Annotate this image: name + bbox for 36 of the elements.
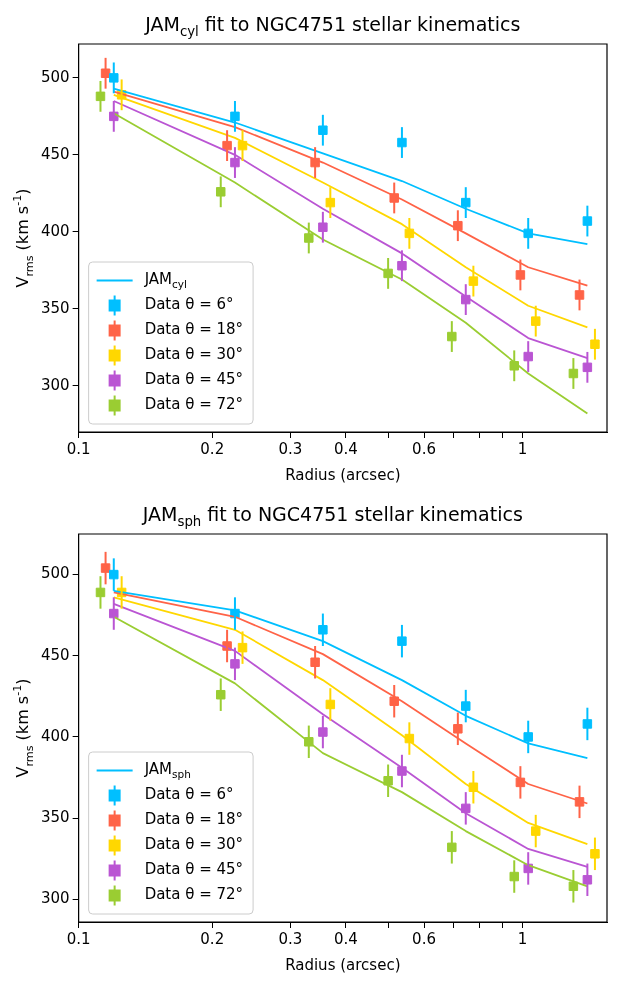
y-tick-label: 400 xyxy=(40,221,70,240)
y-tick-label: 400 xyxy=(40,726,70,745)
legend-label: Data θ = 18° xyxy=(144,320,244,339)
x-tick-label: 0.2 xyxy=(200,929,225,948)
x-tick-label: 1 xyxy=(517,439,528,458)
x-tick-label: 1 xyxy=(517,929,528,948)
x-tick-label: 0.1 xyxy=(66,439,91,458)
x-tick-label: 0.6 xyxy=(412,439,436,458)
y-axis-title: Vrms (km s-1) xyxy=(11,188,36,288)
legend-label: Data θ = 45° xyxy=(144,370,244,389)
y-tick-label: 300 xyxy=(40,375,70,394)
x-tick-label: 0.6 xyxy=(412,929,436,948)
y-tick-label: 300 xyxy=(40,889,70,908)
legend-label: Data θ = 6° xyxy=(144,295,234,314)
y-axis-title: Vrms (km s-1) xyxy=(11,678,36,778)
x-tick-label: 0.2 xyxy=(200,439,225,458)
legend-label: Data θ = 30° xyxy=(144,345,244,364)
y-tick-label: 500 xyxy=(40,67,70,86)
y-tick-label: 350 xyxy=(40,807,70,826)
y-tick-label: 350 xyxy=(40,298,70,317)
x-tick-label: 0.1 xyxy=(66,929,91,948)
legend-label: Data θ = 30° xyxy=(144,835,244,854)
y-tick-label: 450 xyxy=(40,645,70,664)
legend-label: Data θ = 18° xyxy=(144,810,244,829)
legend-label: Data θ = 72° xyxy=(144,885,244,904)
x-tick-label: 0.3 xyxy=(278,929,303,948)
x-tick-label: 0.4 xyxy=(333,439,358,458)
y-tick-label: 450 xyxy=(40,144,70,163)
x-tick-label: 0.3 xyxy=(278,439,303,458)
x-axis-title: Radius (arcsec) xyxy=(285,955,401,974)
y-tick-label: 500 xyxy=(40,564,70,583)
legend-label: Data θ = 72° xyxy=(144,395,244,414)
x-axis-title: Radius (arcsec) xyxy=(285,465,401,484)
legend-label: Data θ = 6° xyxy=(144,785,234,804)
legend-label: Data θ = 45° xyxy=(144,860,244,879)
x-tick-label: 0.4 xyxy=(333,929,358,948)
